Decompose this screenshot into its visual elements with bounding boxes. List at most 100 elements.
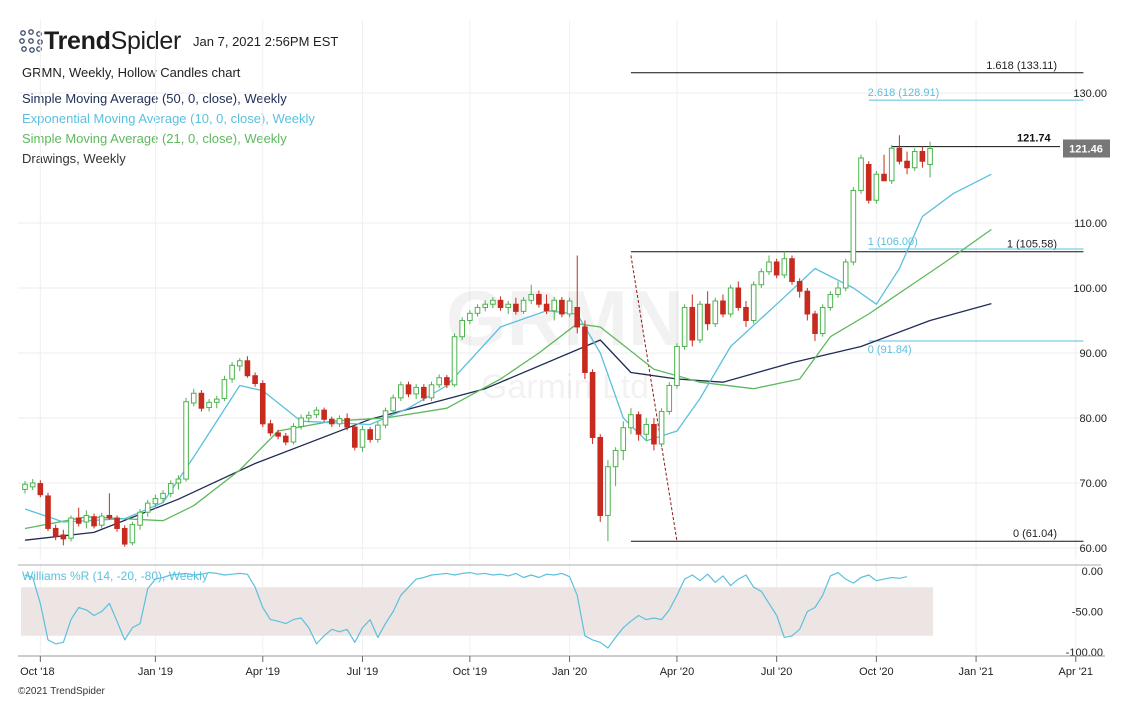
candle [597, 434, 604, 522]
candle [329, 416, 335, 428]
last-price-label: 121.46 [1069, 143, 1103, 155]
candle-body [873, 173, 880, 201]
candle-body [620, 427, 627, 451]
drawings-legend[interactable]: Drawings, Weekly [22, 151, 126, 166]
candle-body [674, 345, 680, 386]
candle-body [896, 147, 903, 162]
last-price-badge [1063, 139, 1110, 158]
candle-body [865, 163, 872, 201]
williams-band-rect [21, 587, 934, 636]
candle-body [881, 173, 887, 182]
candle-body [681, 306, 688, 347]
candle [850, 187, 857, 266]
candle [144, 499, 151, 517]
candle [904, 151, 910, 175]
candle [819, 304, 826, 337]
candle-body [543, 303, 550, 312]
candle-body [398, 384, 404, 399]
x-tick-label: Jan '19 [138, 666, 173, 678]
candle-body [919, 150, 926, 162]
candle-body [160, 492, 166, 500]
candle-body [152, 498, 159, 505]
candle-body [221, 379, 228, 399]
sma50-legend[interactable]: Simple Moving Average (50, 0, close), We… [22, 91, 287, 106]
candle-body [520, 299, 527, 312]
candle [582, 320, 588, 379]
candle [106, 493, 113, 521]
x-tick-label: Jul '20 [761, 666, 792, 678]
candle-body [451, 336, 458, 386]
candle-body [259, 383, 266, 425]
candle-body [83, 514, 90, 523]
candle [482, 300, 488, 312]
candle [75, 507, 82, 527]
williams-tick-label: -50.00 [1072, 607, 1103, 619]
candle-body [60, 534, 67, 540]
candle [298, 414, 304, 430]
candle-body [689, 306, 696, 341]
fib-level-label: 1 (105.58) [1007, 239, 1057, 251]
candle [796, 278, 803, 298]
candle [467, 310, 473, 325]
candle-body [628, 414, 634, 429]
candle [98, 512, 105, 529]
candle-body [405, 384, 412, 395]
candle-body [605, 466, 611, 516]
candle [689, 294, 696, 347]
candle-body [467, 312, 473, 321]
watermark: GRMN Garmin Ltd [446, 274, 684, 406]
candle-body [29, 482, 36, 488]
candle-body [727, 287, 734, 315]
header: TrendSpider Jan 7, 2021 2:56PM EST [18, 26, 338, 56]
candle-body [482, 303, 488, 308]
candle-body [835, 287, 841, 295]
sma50-line [24, 302, 992, 541]
x-tick-label: Apr '20 [660, 666, 695, 678]
candle [589, 369, 596, 444]
candle [773, 258, 780, 279]
candle [513, 297, 519, 315]
candle-body [329, 418, 335, 425]
candle [91, 513, 97, 529]
candle-body [858, 157, 864, 191]
ema10-legend[interactable]: Exponential Moving Average (10, 0, close… [22, 111, 315, 126]
candle [37, 480, 44, 498]
price-tick-label: 110.00 [1074, 218, 1107, 230]
candle-body [129, 524, 136, 544]
candle-body [428, 384, 435, 399]
candle-body [651, 423, 657, 445]
candle [804, 287, 811, 321]
candle [190, 388, 197, 407]
candle [305, 411, 312, 423]
candle-body [850, 189, 857, 263]
candle-body [436, 377, 442, 386]
candle-body [167, 483, 174, 494]
swing-dashed-line [630, 255, 678, 542]
sma21-legend[interactable]: Simple Moving Average (21, 0, close), We… [22, 131, 287, 146]
candle [244, 356, 251, 378]
candle-body [497, 299, 504, 308]
candle-body [812, 313, 818, 334]
price-tick-label: 90.00 [1079, 348, 1107, 360]
candle [896, 135, 903, 165]
candle [758, 268, 765, 288]
candle-body [114, 517, 120, 529]
candle-body [635, 414, 642, 435]
candle-body [22, 483, 28, 490]
candle-body [796, 280, 803, 292]
candle-body [183, 401, 189, 480]
williams-r-polyline [24, 571, 908, 649]
candle [282, 432, 289, 446]
candle [735, 281, 742, 311]
candle-body [643, 423, 650, 435]
candle-body [597, 436, 604, 516]
candle-body [735, 287, 742, 308]
candle [114, 515, 120, 532]
candle-body [551, 299, 558, 312]
candle [528, 284, 535, 305]
candle-body [612, 449, 619, 468]
candle-body [382, 410, 389, 426]
candle [574, 255, 581, 334]
candle [651, 417, 657, 451]
